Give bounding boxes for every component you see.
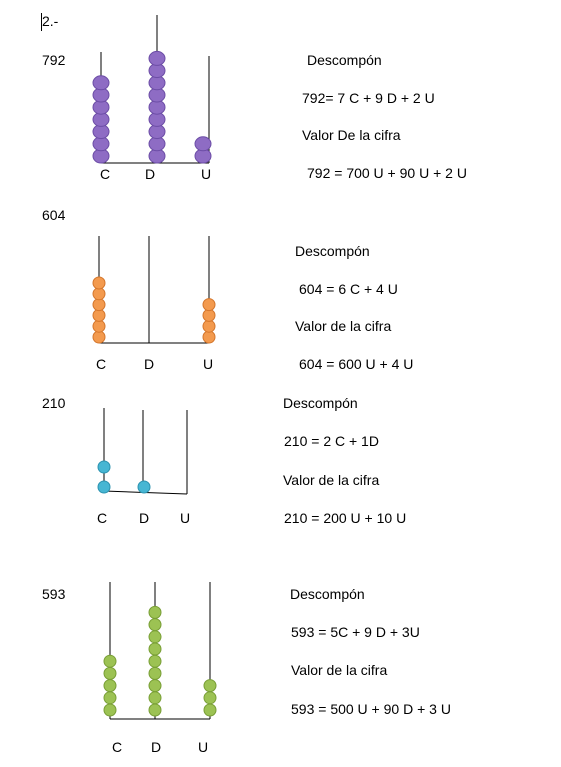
- abacus-792-frame: [100, 15, 210, 164]
- abacus-210-label-c: C: [97, 510, 108, 526]
- abacus-604-label-c: C: [96, 356, 107, 372]
- section-2-decomposition: 604 = 6 C + 4 U: [299, 281, 398, 297]
- section-2-value: 604 = 600 U + 4 U: [299, 356, 414, 372]
- bead-593-c-4: [103, 666, 117, 680]
- bead-792-d-9: [148, 50, 166, 66]
- bead-210-d-1: [137, 480, 151, 494]
- section-4-decompose-label: Descompón: [290, 586, 365, 602]
- section-4-number: 593: [42, 586, 66, 602]
- bead-792-d-4: [148, 111, 166, 127]
- bead-792-d-7: [148, 75, 166, 91]
- section-1-number: 792: [42, 52, 66, 68]
- bead-604-u-2: [202, 319, 216, 333]
- abacus-210-label-d: D: [139, 510, 150, 526]
- bead-593-c-1: [103, 703, 117, 717]
- abacus-593-label-c: C: [112, 739, 123, 755]
- bead-210-c-2: [97, 460, 111, 474]
- bead-593-d-1: [148, 703, 162, 717]
- abacus-792-label-c: C: [100, 166, 111, 182]
- section-2-decompose-label: Descompón: [295, 243, 370, 259]
- abacus-792-label-d: D: [145, 166, 156, 182]
- bead-593-d-2: [148, 691, 162, 705]
- section-3-value-label: Valor de la cifra: [283, 472, 380, 488]
- bead-792-u-1: [194, 148, 212, 164]
- abacus-210-beads: [97, 460, 151, 494]
- bead-792-d-2: [148, 136, 166, 152]
- bead-593-u-1: [203, 703, 217, 717]
- bead-593-d-4: [148, 666, 162, 680]
- abacus-792-label-u: U: [201, 166, 212, 182]
- abacus-593-frame: [109, 582, 211, 720]
- section-3-decompose-label: Descompón: [283, 395, 358, 411]
- bead-792-d-1: [148, 148, 166, 164]
- section-4-value: 593 = 500 U + 90 D + 3 U: [291, 701, 451, 717]
- abacus-604-label-u: U: [203, 356, 214, 372]
- bead-593-d-6: [148, 642, 162, 656]
- bead-792-d-8: [148, 63, 166, 79]
- bead-604-c-6: [92, 276, 106, 290]
- bead-593-c-5: [103, 654, 117, 668]
- exercise-heading: 2.-: [42, 13, 59, 29]
- abacus-210-label-u: U: [180, 510, 191, 526]
- bead-792-c-6: [92, 87, 110, 103]
- bead-792-c-3: [92, 124, 110, 140]
- bead-792-c-5: [92, 99, 110, 115]
- text-cursor: [41, 13, 42, 31]
- bead-604-u-3: [202, 308, 216, 322]
- bead-593-d-5: [148, 654, 162, 668]
- section-1-value: 792 = 700 U + 90 U + 2 U: [307, 165, 467, 181]
- abacus-593-label-u: U: [198, 739, 209, 755]
- bead-792-d-6: [148, 87, 166, 103]
- bead-792-c-4: [92, 111, 110, 127]
- bead-604-c-1: [92, 330, 106, 344]
- bead-593-d-7: [148, 630, 162, 644]
- bead-593-d-9: [148, 605, 162, 619]
- abacus-792-beads: [92, 50, 212, 164]
- bead-792-c-7: [92, 75, 110, 91]
- bead-604-c-2: [92, 319, 106, 333]
- section-2-value-label: Valor de la cifra: [295, 318, 392, 334]
- bead-792-c-1: [92, 148, 110, 164]
- bead-604-c-3: [92, 308, 106, 322]
- bead-604-u-1: [202, 330, 216, 344]
- section-1-decomposition: 792= 7 C + 9 D + 2 U: [302, 90, 435, 106]
- abacus-210-frame: [103, 408, 188, 495]
- section-4-value-label: Valor de la cifra: [291, 662, 388, 678]
- section-4-decomposition: 593 = 5C + 9 D + 3U: [291, 624, 420, 640]
- abacus-604-label-d: D: [144, 356, 155, 372]
- section-2-number: 604: [42, 207, 66, 223]
- abacus-593-beads: [103, 605, 217, 717]
- abacus-604-beads: [92, 276, 216, 344]
- bead-210-c-1: [97, 480, 111, 494]
- bead-604-c-4: [92, 298, 106, 312]
- section-1-decompose-label: Descompón: [307, 52, 382, 68]
- bead-593-c-2: [103, 691, 117, 705]
- abacus-593-label-d: D: [151, 739, 162, 755]
- abacus-604-frame: [98, 236, 210, 344]
- section-1-value-label: Valor De la cifra: [302, 127, 401, 143]
- bead-604-c-5: [92, 287, 106, 301]
- bead-593-u-3: [203, 679, 217, 693]
- bead-792-d-5: [148, 99, 166, 115]
- bead-604-u-4: [202, 298, 216, 312]
- bead-792-d-3: [148, 124, 166, 140]
- bead-593-d-3: [148, 679, 162, 693]
- bead-593-u-2: [203, 691, 217, 705]
- section-3-number: 210: [42, 395, 66, 411]
- section-3-value: 210 = 200 U + 10 U: [284, 510, 407, 526]
- bead-593-d-8: [148, 618, 162, 632]
- bead-792-u-2: [194, 136, 212, 152]
- bead-792-c-2: [92, 136, 110, 152]
- bead-593-c-3: [103, 679, 117, 693]
- section-3-decomposition: 210 = 2 C + 1D: [284, 433, 379, 449]
